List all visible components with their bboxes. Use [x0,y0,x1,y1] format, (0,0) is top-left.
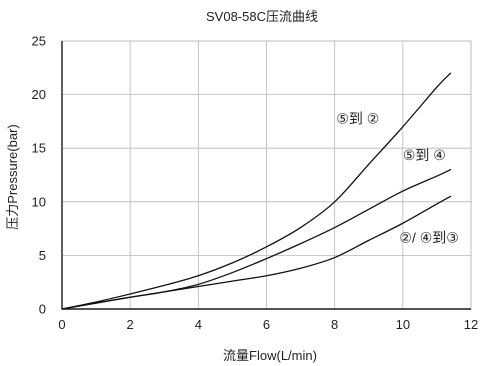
series-line-2 [61,168,452,310]
x-tick-label: 10 [396,317,410,332]
tick-labels: 0 2 4 6 8 10 12 0 5 10 15 20 25 [32,34,479,333]
series-annotation-3: ②/ ④到③ [399,230,458,246]
x-axis-label: 流量Flow(L/min) [223,348,317,363]
y-axis-label: 压力Pressure(bar) [5,124,20,229]
y-tick-label: 20 [32,87,46,102]
chart-title: SV08-58C压流曲线 [206,9,318,24]
series-annotation-1: ⑤到 ② [336,111,379,127]
grid [61,40,472,310]
y-tick-label: 10 [32,194,46,209]
x-tick-label: 12 [464,317,478,332]
x-tick-label: 2 [127,317,134,332]
annotations: ⑤到 ② ⑤到 ④ ②/ ④到③ [336,111,458,246]
series-annotation-2: ⑤到 ④ [403,147,446,163]
x-tick-label: 0 [58,317,65,332]
x-tick-label: 6 [263,317,270,332]
y-tick-label: 5 [39,248,46,263]
axes [61,41,471,310]
x-tick-label: 8 [331,317,338,332]
y-tick-label: 25 [32,34,46,49]
series-line-3 [61,195,452,310]
series-line-1 [61,72,452,310]
y-tick-label: 0 [39,302,46,317]
x-tick-label: 4 [195,317,202,332]
y-tick-label: 15 [32,141,46,156]
series-lines [61,72,452,310]
